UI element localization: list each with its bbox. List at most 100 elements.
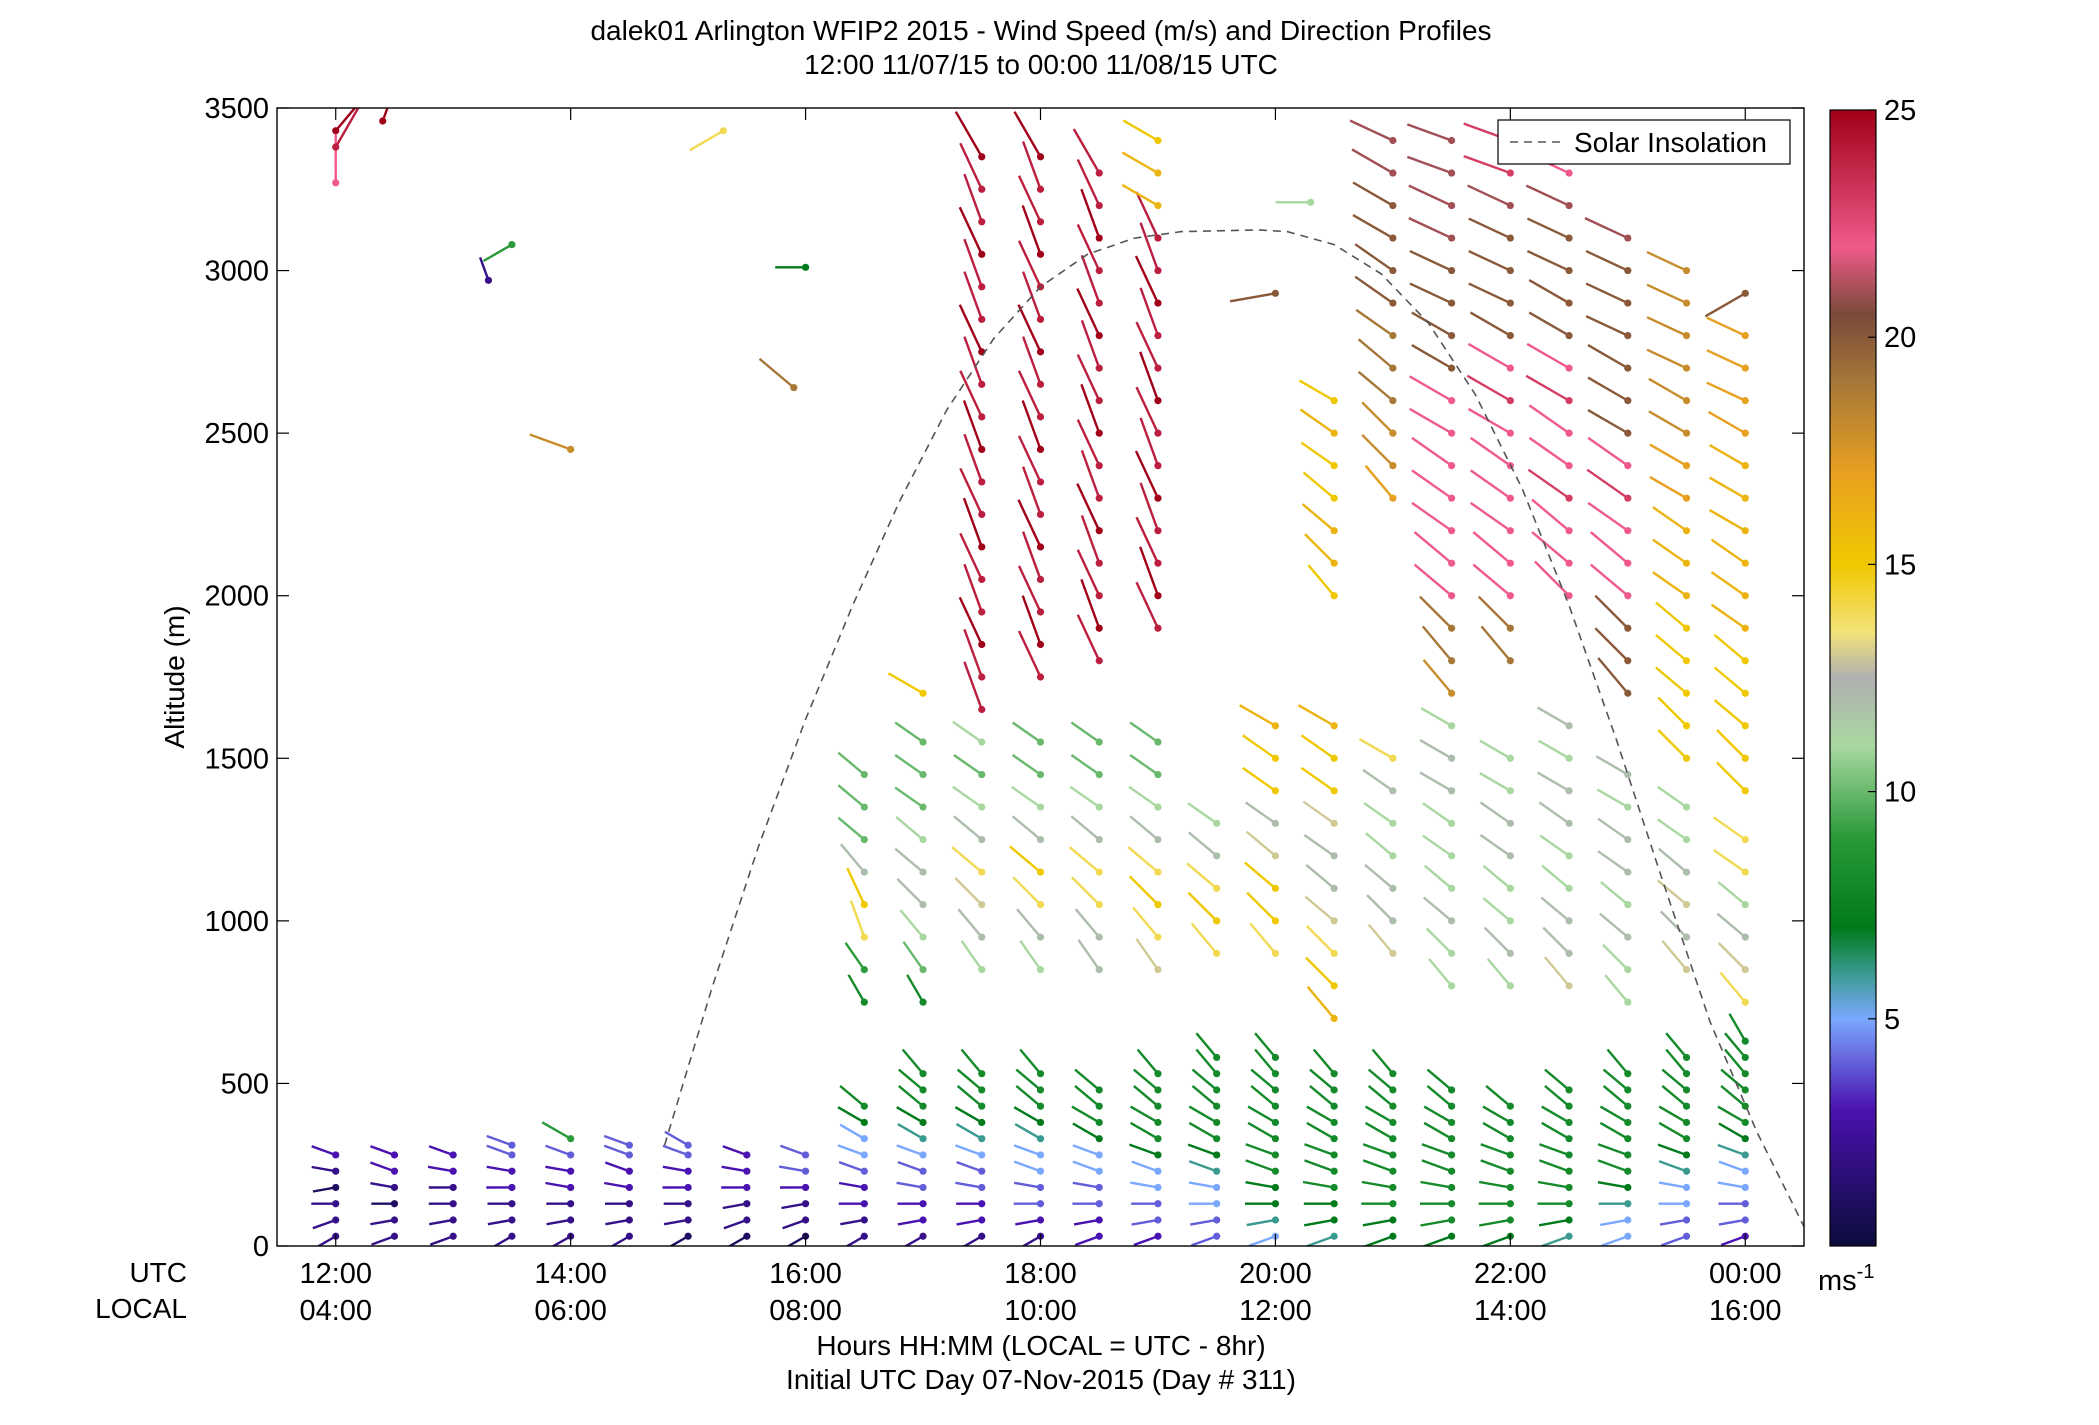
wind-barb-staff: [1479, 772, 1511, 792]
wind-barbs: [311, 108, 1749, 1246]
wind-barb-staff: [1249, 922, 1277, 955]
wind-barb-staff: [1657, 818, 1688, 841]
wind-barb-point: [1036, 1183, 1045, 1192]
wind-barb-point: [1682, 835, 1691, 844]
wind-barb-staff: [1074, 908, 1101, 938]
wind-barb-point: [1448, 1183, 1456, 1192]
y-tick-label: 500: [221, 1068, 269, 1100]
wind-barb-point: [1624, 933, 1632, 941]
wind-barb-staff: [1536, 771, 1570, 792]
wind-barb-staff: [899, 909, 924, 938]
wind-barb-staff: [1542, 926, 1570, 955]
wind-barb-point: [1330, 1102, 1338, 1110]
wind-barb-point: [1741, 527, 1749, 535]
wind-barb-staff: [1357, 370, 1394, 402]
wind-barb-point: [508, 1216, 516, 1224]
wind-barb-point: [1448, 559, 1456, 567]
wind-barb-point: [1682, 429, 1691, 437]
wind-barb-staff: [1303, 1218, 1335, 1227]
wind-barb-point: [1154, 1200, 1162, 1208]
wind-barb-point: [1095, 624, 1103, 632]
wind-barb-point: [1095, 770, 1103, 779]
wind-barb-point: [1741, 1135, 1749, 1143]
wind-barb-point: [449, 1151, 457, 1159]
wind-barb-staff: [1717, 1181, 1746, 1189]
wind-barb-point: [1506, 1183, 1514, 1192]
wind-barb-staff: [1354, 275, 1394, 305]
wind-barb-point: [1036, 543, 1045, 551]
wind-barb-point: [1330, 982, 1338, 990]
wind-barb-staff: [1652, 506, 1688, 532]
wind-barb-staff: [1302, 471, 1335, 500]
wind-barb-point: [1741, 787, 1749, 795]
wind-barb-point: [1095, 494, 1103, 502]
wind-barb-point: [978, 803, 986, 811]
wind-barb-staff: [1601, 1235, 1629, 1246]
wind-barb-staff: [1713, 634, 1747, 662]
wind-barb-staff: [1080, 254, 1101, 304]
wind-barb-staff: [1717, 1105, 1746, 1124]
wind-barb-point: [1154, 738, 1162, 746]
wind-barb-point: [1624, 1070, 1632, 1078]
wind-barb-staff: [1250, 1068, 1277, 1091]
wind-barb-point: [1506, 819, 1514, 827]
wind-barb-staff: [1363, 802, 1394, 825]
wind-barb-staff: [1187, 802, 1218, 825]
wind-barb-staff: [1015, 1084, 1042, 1108]
wind-barb-staff: [896, 1181, 924, 1189]
wind-barb-staff: [1478, 1180, 1511, 1189]
wind-barb-staff: [1080, 188, 1101, 239]
wind-barb-point: [449, 1183, 457, 1192]
wind-barb-staff: [1011, 815, 1042, 841]
wind-barb-point: [743, 1151, 751, 1159]
wind-barb-point: [978, 835, 986, 844]
wind-barb-staff: [1657, 729, 1688, 760]
wind-barb-point: [1154, 624, 1162, 632]
wind-barb-point: [1741, 868, 1749, 876]
wind-barb-staff: [1072, 1181, 1100, 1189]
wind-barb-staff: [897, 1218, 924, 1226]
wind-barb-staff: [1712, 816, 1746, 841]
wind-barb-point: [919, 1216, 927, 1224]
wind-barb-point: [625, 1151, 633, 1159]
wind-barb-staff: [662, 1144, 689, 1157]
wind-barb-staff: [1422, 834, 1453, 857]
wind-barb-staff: [1247, 1105, 1277, 1124]
wind-barb-staff: [1589, 563, 1629, 597]
wind-barb-point: [1036, 803, 1045, 811]
wind-barb-staff: [428, 1145, 454, 1157]
wind-barb-point: [1624, 234, 1632, 242]
wind-barb-point: [1448, 1232, 1456, 1240]
wind-barb-point: [1389, 332, 1397, 340]
wind-barb-point: [1389, 1070, 1397, 1078]
wind-barb-staff: [492, 1235, 513, 1246]
wind-barb-point: [1154, 397, 1162, 405]
wind-barb-staff: [1472, 563, 1512, 597]
wind-barb-point: [1154, 966, 1162, 974]
wind-barb-staff: [1597, 1143, 1629, 1157]
wind-barb-staff: [1245, 1159, 1276, 1173]
wind-barb-point: [1271, 1086, 1280, 1094]
wind-barb-point: [1624, 397, 1632, 405]
wind-barb-staff: [1133, 1235, 1159, 1246]
wind-barb-point: [1036, 640, 1045, 649]
wind-barb-point: [1036, 510, 1045, 519]
wind-barb-staff: [1188, 1105, 1218, 1124]
wind-barb-staff: [1011, 721, 1042, 744]
wind-barb-point: [1330, 397, 1338, 405]
wind-barb-staff: [1482, 897, 1512, 922]
wind-barb-staff: [1411, 501, 1453, 532]
wind-barb-point: [1389, 1135, 1397, 1143]
wind-barb-staff: [1302, 800, 1335, 825]
wind-barb-point: [1448, 364, 1456, 372]
wind-barb-point: [1095, 1086, 1103, 1094]
wind-barb-staff: [1655, 601, 1688, 630]
wind-barb-staff: [1585, 315, 1629, 337]
wind-barb-point: [1682, 1053, 1691, 1062]
wind-barb-point: [1741, 1053, 1749, 1062]
wind-barb-staff: [1362, 1218, 1394, 1227]
wind-barb-staff: [1076, 158, 1101, 207]
wind-barb-staff: [1544, 1084, 1570, 1108]
wind-barb-staff: [1304, 1159, 1335, 1173]
wind-barb-staff: [1659, 1218, 1687, 1226]
